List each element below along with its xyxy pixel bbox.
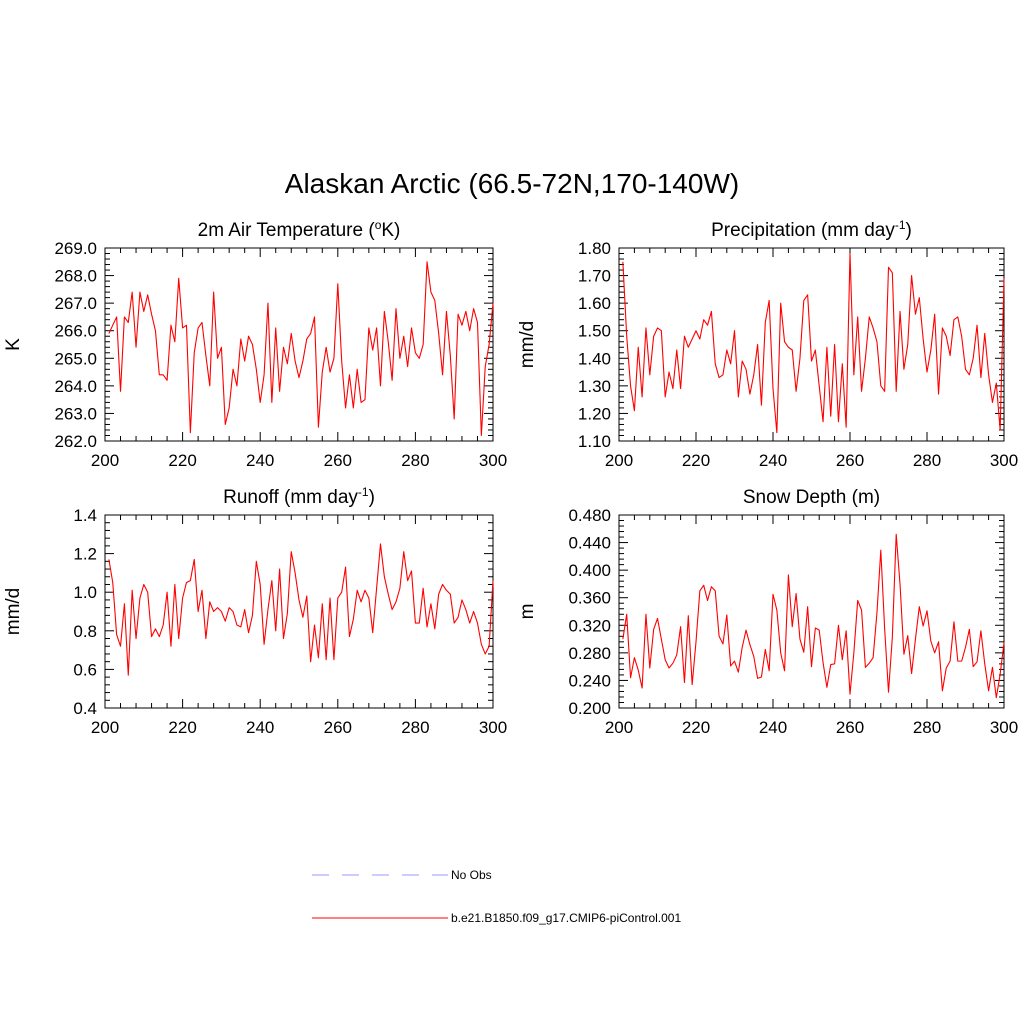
x-tick-label: 200 xyxy=(605,451,633,470)
y-tick-label: 0.8 xyxy=(73,622,97,641)
x-tick-label: 240 xyxy=(759,451,787,470)
x-tick-label: 260 xyxy=(324,451,352,470)
panel-title-text: Runoff (mm day xyxy=(223,487,358,508)
panel-title-text: Precipitation (mm day xyxy=(711,220,895,241)
x-tick-label: 260 xyxy=(324,718,352,737)
y-axis-title: mm/d xyxy=(3,588,24,636)
y-tick-label: 266.0 xyxy=(54,322,97,341)
x-tick-label: 240 xyxy=(246,718,274,737)
y-tick-label: 269.0 xyxy=(54,239,97,258)
series-line-runoff xyxy=(108,543,494,676)
plot-frame xyxy=(618,514,1005,709)
series-line-snow-depth xyxy=(622,533,1005,699)
x-tick-label: 260 xyxy=(836,451,864,470)
panel-title-superscript: o xyxy=(375,218,382,232)
y-axis-title: mm/d xyxy=(517,321,538,369)
y-tick-label: 0.400 xyxy=(568,561,611,580)
series-line-precipitation xyxy=(622,252,1005,434)
legend-label: b.e21.B1850.f09_g17.CMIP6-piControl.001 xyxy=(451,911,681,925)
x-tick-label: 240 xyxy=(246,451,274,470)
y-tick-label: 1.50 xyxy=(578,322,611,341)
y-tick-label: 0.240 xyxy=(568,671,611,690)
x-tick-label: 300 xyxy=(479,718,507,737)
x-tick-label: 220 xyxy=(682,718,710,737)
x-tick-label: 300 xyxy=(990,718,1018,737)
panel-title-text: 2m Air Temperature ( xyxy=(198,220,376,241)
y-tick-label: 264.0 xyxy=(54,377,97,396)
panel-title-superscript: -1 xyxy=(895,218,906,232)
legend-item: No Obs xyxy=(312,868,492,882)
panel-title-text: Snow Depth (m) xyxy=(743,487,880,508)
panel-title: 2m Air Temperature (oK) xyxy=(198,218,401,241)
y-tick-label: 1.30 xyxy=(578,377,611,396)
x-tick-label: 220 xyxy=(168,451,196,470)
y-tick-label: 1.70 xyxy=(578,267,611,286)
x-tick-label: 280 xyxy=(913,451,941,470)
plot-frame xyxy=(618,247,1005,442)
panel-title-suffix: ) xyxy=(906,220,912,241)
figure-title: Alaskan Arctic (66.5-72N,170-140W) xyxy=(285,168,739,199)
y-tick-label: 1.2 xyxy=(73,545,97,564)
panel-title-suffix: ) xyxy=(369,487,375,508)
plot-frame xyxy=(104,514,494,709)
x-tick-label: 200 xyxy=(605,718,633,737)
y-tick-label: 263.0 xyxy=(54,404,97,423)
y-axis-title: m xyxy=(517,604,538,620)
legend-item: b.e21.B1850.f09_g17.CMIP6-piControl.001 xyxy=(312,911,681,925)
y-tick-label: 0.440 xyxy=(568,534,611,553)
y-tick-label: 268.0 xyxy=(54,267,97,286)
y-tick-label: 0.360 xyxy=(568,589,611,608)
y-tick-label: 1.40 xyxy=(578,349,611,368)
y-tick-label: 0.320 xyxy=(568,616,611,635)
legend: No Obs b.e21.B1850.f09_g17.CMIP6-piContro… xyxy=(312,868,681,925)
panel-title: Runoff (mm day-1) xyxy=(223,485,375,508)
x-tick-label: 300 xyxy=(479,451,507,470)
y-tick-label: 265.0 xyxy=(54,349,97,368)
y-tick-label: 0.480 xyxy=(568,506,611,525)
legend-label: No Obs xyxy=(451,868,492,882)
panel-air-temperature: 2m Air Temperature (oK) K 200 220 240 260 280 3… xyxy=(3,218,507,470)
plot-frame xyxy=(104,247,494,442)
x-tick-label: 220 xyxy=(682,451,710,470)
y-tick-label: 0.280 xyxy=(568,644,611,663)
y-axis-title: K xyxy=(3,338,24,351)
y-tick-label: 0.6 xyxy=(73,660,97,679)
x-tick-label: 240 xyxy=(759,718,787,737)
panel-runoff: Runoff (mm day-1) mm/d 200 220 240 260 280 300 0… xyxy=(3,485,507,737)
x-tick-label: 220 xyxy=(168,718,196,737)
x-tick-label: 260 xyxy=(836,718,864,737)
y-tick-label: 1.10 xyxy=(578,432,611,451)
panel-snow-depth: Snow Depth (m) m 200 220 240 260 280 300 0.200 0.… xyxy=(517,487,1018,737)
series-line-air-temperature xyxy=(108,261,494,437)
y-tick-label: 1.4 xyxy=(73,506,97,525)
y-tick-label: 267.0 xyxy=(54,294,97,313)
y-tick-label: 0.4 xyxy=(73,699,97,718)
panel-title: Precipitation (mm day-1) xyxy=(711,218,912,241)
x-tick-label: 200 xyxy=(91,451,119,470)
y-tick-label: 1.60 xyxy=(578,294,611,313)
panel-title-superscript: -1 xyxy=(358,485,369,499)
x-tick-label: 280 xyxy=(913,718,941,737)
panel-precipitation: Precipitation (mm day-1) mm/d 200 220 240 260… xyxy=(517,218,1018,470)
y-tick-label: 0.200 xyxy=(568,699,611,718)
y-tick-label: 1.80 xyxy=(578,239,611,258)
y-tick-label: 262.0 xyxy=(54,432,97,451)
x-tick-label: 280 xyxy=(401,718,429,737)
panel-title: Snow Depth (m) xyxy=(743,487,880,508)
panels: 2m Air Temperature (oK) K 200 220 240 260 280 3… xyxy=(3,218,1018,737)
y-tick-label: 1.0 xyxy=(73,583,97,602)
x-tick-label: 200 xyxy=(91,718,119,737)
x-tick-label: 300 xyxy=(990,451,1018,470)
y-tick-label: 1.20 xyxy=(578,404,611,423)
x-tick-label: 280 xyxy=(401,451,429,470)
panel-title-suffix: K) xyxy=(381,220,400,241)
